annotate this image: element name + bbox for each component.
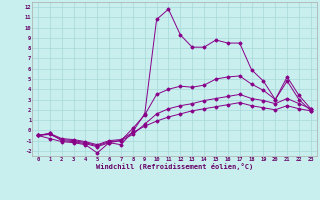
X-axis label: Windchill (Refroidissement éolien,°C): Windchill (Refroidissement éolien,°C) (96, 163, 253, 170)
